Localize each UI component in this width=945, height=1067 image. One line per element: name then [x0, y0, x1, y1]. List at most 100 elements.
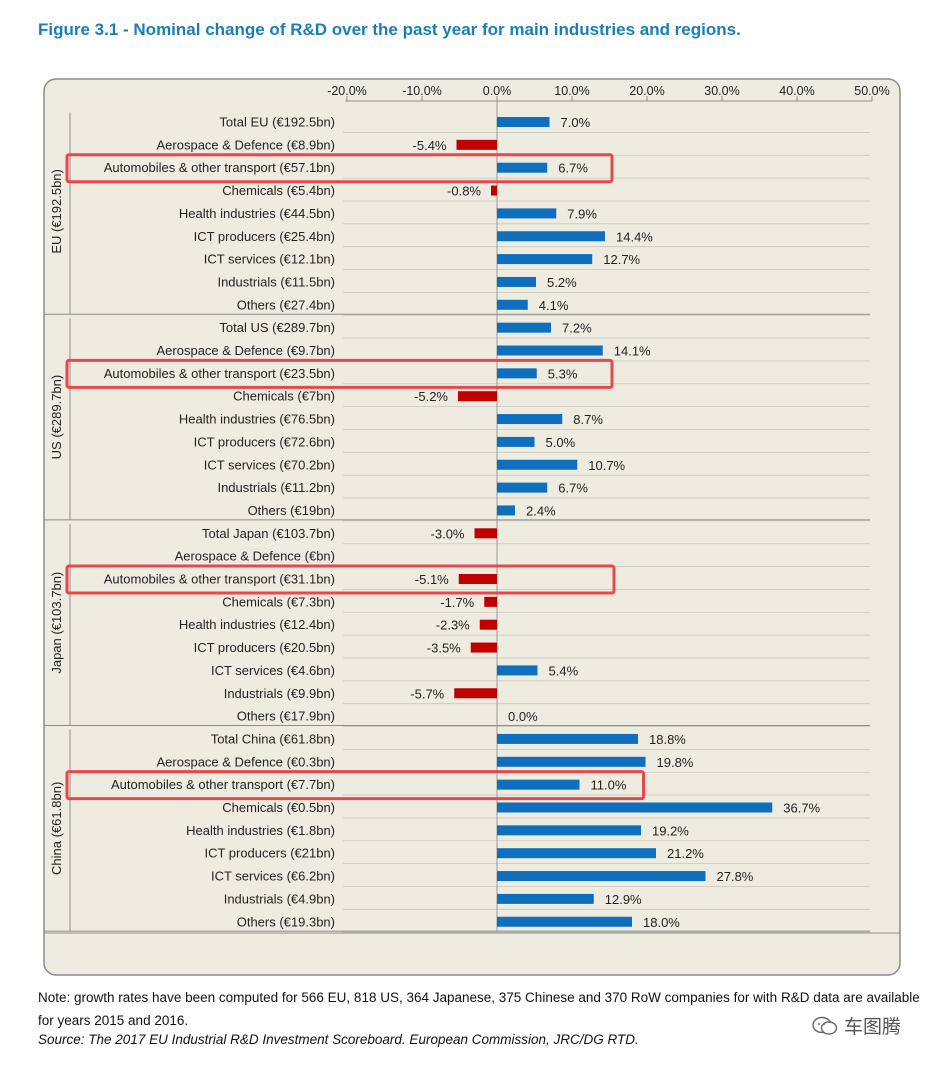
- data-label: -0.8%: [447, 184, 481, 199]
- category-label: Aerospace & Defence (€9.7bn): [157, 343, 336, 358]
- category-label: Chemicals (€7.3bn): [222, 594, 335, 609]
- category-label: Chemicals (€5.4bn): [222, 183, 335, 198]
- data-label: 0.0%: [508, 709, 538, 724]
- data-label: 6.7%: [558, 481, 588, 496]
- bar-chart: -20.0% -10.0% 0.0% 10.0% 20.0% 30.0% 40.0% 50.0…: [43, 78, 901, 976]
- category-label: Total EU (€192.5bn): [219, 115, 335, 130]
- bar: [497, 436, 535, 447]
- watermark-text: 车图腾: [844, 1016, 902, 1038]
- data-label: -5.7%: [410, 686, 444, 701]
- figure-title: Figure 3.1 - Nominal change of R&D over …: [38, 20, 741, 39]
- bar: [497, 414, 563, 425]
- data-label: -5.2%: [414, 389, 448, 404]
- bar: [497, 848, 656, 859]
- bar: [474, 528, 497, 539]
- data-label: 14.4%: [616, 229, 653, 244]
- category-label: Total China (€61.8bn): [211, 731, 335, 746]
- category-label: Aerospace & Defence (€bn): [175, 549, 335, 564]
- bar: [497, 322, 551, 333]
- category-label: Chemicals (€7bn): [233, 389, 335, 404]
- x-tick-label: 50.0%: [854, 84, 889, 98]
- data-label: 5.3%: [548, 366, 578, 381]
- data-label: 7.9%: [567, 206, 597, 221]
- bar: [454, 688, 497, 699]
- bar: [497, 825, 641, 836]
- chart-container: -20.0% -10.0% 0.0% 10.0% 20.0% 30.0% 40.0% 50.0…: [43, 78, 901, 976]
- x-tick-label: -20.0%: [327, 84, 367, 98]
- data-label: -5.1%: [415, 572, 449, 587]
- category-label: ICT services (€12.1bn): [204, 252, 335, 267]
- highlight-box: [65, 770, 645, 801]
- data-label: 2.4%: [526, 503, 556, 518]
- data-label: 12.9%: [605, 892, 642, 907]
- highlight-box: [65, 153, 614, 184]
- data-label: 11.0%: [591, 778, 627, 793]
- category-label: Total US (€289.7bn): [219, 320, 335, 335]
- group-label: Japan (€103.7bn): [49, 572, 64, 674]
- category-label: ICT producers (€21bn): [204, 846, 335, 861]
- bar: [497, 208, 557, 219]
- category-label: Automobiles & other transport (€7.7bn): [111, 777, 335, 792]
- data-label: 19.8%: [657, 755, 694, 770]
- data-label: 12.7%: [603, 252, 640, 267]
- bar: [484, 596, 497, 607]
- bar: [497, 756, 646, 767]
- bar: [497, 893, 594, 904]
- data-label: 5.2%: [547, 275, 577, 290]
- watermark: 车图腾: [812, 1012, 901, 1039]
- category-label: Industrials (€11.5bn): [217, 274, 335, 289]
- x-tick-label: 0.0%: [483, 84, 512, 98]
- bar: [497, 117, 550, 127]
- category-label: Industrials (€4.9bn): [224, 891, 335, 906]
- category-label: ICT services (€4.6bn): [211, 663, 335, 678]
- bar: [497, 733, 638, 744]
- bar: [497, 802, 773, 813]
- category-label: Others (€27.4bn): [237, 297, 335, 312]
- bar: [497, 231, 605, 242]
- category-label: Others (€17.9bn): [237, 709, 335, 724]
- x-tick-label: 40.0%: [779, 84, 814, 98]
- group-label: EU (€192.5bn): [49, 169, 64, 254]
- category-label: Chemicals (€0.5bn): [222, 800, 335, 815]
- category-label: ICT services (€6.2bn): [211, 869, 335, 884]
- group-label: US (€289.7bn): [49, 375, 64, 460]
- x-tick-label: -10.0%: [402, 84, 442, 98]
- bar: [458, 574, 497, 584]
- chat-bubble-icon: [812, 1016, 838, 1035]
- bar: [497, 299, 528, 310]
- bar: [497, 368, 537, 379]
- data-label: 5.0%: [546, 435, 576, 450]
- bar: [497, 459, 578, 470]
- data-label: 6.7%: [558, 161, 588, 176]
- data-label: -3.0%: [431, 526, 465, 541]
- category-label: ICT services (€70.2bn): [204, 457, 335, 472]
- bar: [497, 779, 580, 790]
- data-label: 27.8%: [717, 869, 754, 884]
- data-label: -2.3%: [436, 618, 470, 633]
- category-label: ICT producers (€72.6bn): [194, 434, 335, 449]
- data-label: 21.2%: [667, 846, 704, 861]
- data-label: 8.7%: [573, 412, 603, 427]
- bar: [497, 162, 548, 173]
- bar: [497, 254, 593, 265]
- category-label: Health industries (€1.8bn): [186, 823, 335, 838]
- category-label: ICT producers (€20.5bn): [194, 640, 335, 655]
- category-label: Automobiles & other transport (€23.5bn): [104, 366, 335, 381]
- data-label: -1.7%: [440, 595, 474, 610]
- category-label: Aerospace & Defence (€8.9bn): [157, 137, 336, 152]
- category-label: Industrials (€11.2bn): [217, 480, 335, 495]
- category-label: Health industries (€12.4bn): [179, 617, 335, 632]
- bar: [497, 916, 632, 927]
- bar: [479, 619, 497, 630]
- highlight-box: [65, 564, 616, 595]
- bar: [497, 482, 548, 493]
- data-label: 4.1%: [539, 298, 569, 313]
- group-label: China (€61.8bn): [49, 782, 64, 875]
- x-tick-label: 20.0%: [629, 84, 664, 98]
- bar: [497, 505, 515, 516]
- category-label: Others (€19bn): [248, 503, 335, 518]
- bar: [458, 391, 497, 402]
- data-label: -3.5%: [427, 641, 461, 656]
- category-label: Health industries (€44.5bn): [179, 206, 335, 221]
- chart-panel: [43, 78, 901, 976]
